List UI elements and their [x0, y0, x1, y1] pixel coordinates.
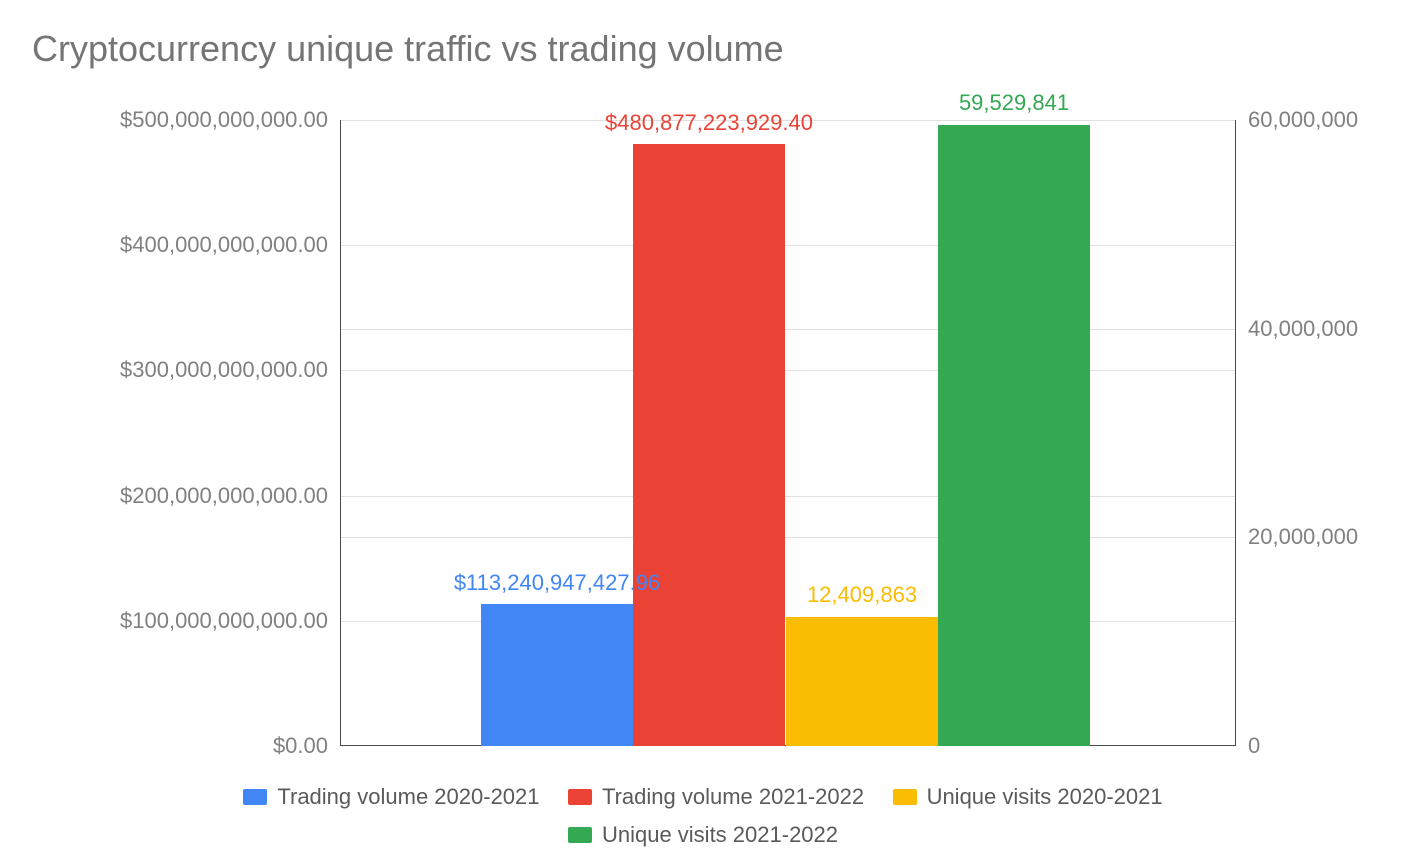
legend-item-trading-volume-2021-2022: Trading volume 2021-2022: [568, 780, 864, 814]
bar-unique-visits-2020-2021: [786, 617, 938, 746]
bar-label-trading-volume-2020-2021: $113,240,947,427.96: [454, 570, 660, 596]
plot-area: $113,240,947,427.96 $480,877,223,929.40 …: [340, 120, 1236, 746]
gridline: [340, 496, 1236, 497]
legend-swatch: [568, 789, 592, 805]
gridline: [340, 329, 1236, 330]
bar-trading-volume-2021-2022: [633, 144, 785, 746]
y-left-tick-5: $500,000,000,000.00: [120, 107, 328, 133]
y-right-axis-line: [1235, 120, 1236, 746]
y-left-tick-3: $300,000,000,000.00: [120, 357, 328, 383]
legend-label: Unique visits 2020-2021: [927, 780, 1163, 814]
bar-trading-volume-2020-2021: [481, 604, 633, 746]
y-left-axis-line: [340, 120, 341, 746]
legend-row: Unique visits 2021-2022: [0, 818, 1406, 856]
bar-label-trading-volume-2021-2022: $480,877,223,929.40: [605, 110, 813, 136]
bar-label-unique-visits-2021-2022: 59,529,841: [959, 90, 1069, 116]
bar-label-unique-visits-2020-2021: 12,409,863: [807, 582, 917, 608]
legend-item-unique-visits-2021-2022: Unique visits 2021-2022: [568, 818, 838, 852]
legend-swatch: [893, 789, 917, 805]
y-right-tick-3: 60,000,000: [1248, 107, 1358, 133]
legend-label: Trading volume 2020-2021: [277, 780, 539, 814]
bar-unique-visits-2021-2022: [938, 125, 1090, 746]
y-right-tick-2: 40,000,000: [1248, 316, 1358, 342]
legend-swatch: [243, 789, 267, 805]
legend-swatch: [568, 827, 592, 843]
legend: Trading volume 2020-2021 Trading volume …: [0, 780, 1406, 856]
y-left-tick-1: $100,000,000,000.00: [120, 608, 328, 634]
y-left-tick-2: $200,000,000,000.00: [120, 483, 328, 509]
gridline: [340, 245, 1236, 246]
legend-item-unique-visits-2020-2021: Unique visits 2020-2021: [893, 780, 1163, 814]
y-left-tick-4: $400,000,000,000.00: [120, 232, 328, 258]
gridline: [340, 537, 1236, 538]
y-left-tick-0: $0.00: [273, 733, 328, 759]
legend-label: Unique visits 2021-2022: [602, 818, 838, 852]
y-right-tick-1: 20,000,000: [1248, 524, 1358, 550]
chart-title: Cryptocurrency unique traffic vs trading…: [32, 28, 784, 70]
legend-label: Trading volume 2021-2022: [602, 780, 864, 814]
chart-container: Cryptocurrency unique traffic vs trading…: [0, 0, 1406, 868]
gridline: [340, 370, 1236, 371]
legend-item-trading-volume-2020-2021: Trading volume 2020-2021: [243, 780, 539, 814]
y-right-tick-0: 0: [1248, 733, 1260, 759]
legend-row: Trading volume 2020-2021 Trading volume …: [0, 780, 1406, 818]
